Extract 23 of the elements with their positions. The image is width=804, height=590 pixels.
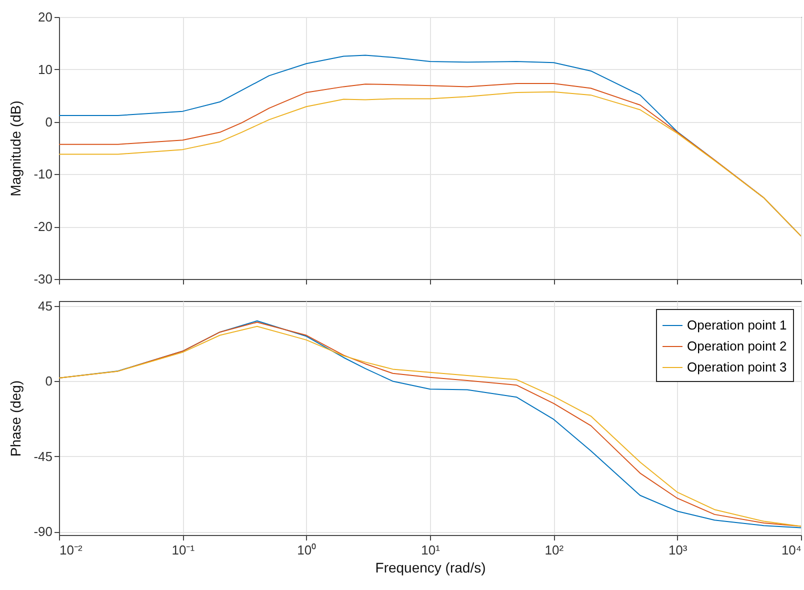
y-tick-label: -10 bbox=[34, 166, 52, 182]
legend-label: Operation point 1 bbox=[687, 318, 787, 332]
y-tick-label: -90 bbox=[34, 524, 52, 540]
x-tick-label: 10¹ bbox=[421, 542, 441, 558]
y-tick-label: 20 bbox=[38, 10, 52, 24]
y-tick-label: 10 bbox=[38, 62, 52, 77]
legend-label: Operation point 2 bbox=[687, 338, 787, 354]
y-tick-label: -45 bbox=[34, 448, 52, 464]
x-tick-label: 10⁻¹ bbox=[172, 542, 196, 558]
legend-label: Operation point 3 bbox=[687, 360, 787, 374]
x-axis-title: Frequency (rad/s) bbox=[375, 560, 486, 576]
y-tick-label: -20 bbox=[34, 219, 52, 234]
x-tick-label: 10⁰ bbox=[297, 542, 317, 558]
y-tick-label: 0 bbox=[45, 374, 52, 389]
y-tick-label: 45 bbox=[38, 298, 52, 314]
y-axis-title: Magnitude (dB) bbox=[8, 100, 24, 196]
x-tick-label: 10⁻² bbox=[60, 542, 83, 558]
y-tick-label: -30 bbox=[34, 272, 52, 286]
x-tick-label: 10² bbox=[544, 542, 564, 558]
y-tick-label: 0 bbox=[45, 114, 52, 130]
y-axis-title: Phase (deg) bbox=[8, 380, 24, 457]
x-tick-label: 10⁴ bbox=[781, 542, 802, 558]
x-tick-label: 10³ bbox=[668, 542, 688, 558]
